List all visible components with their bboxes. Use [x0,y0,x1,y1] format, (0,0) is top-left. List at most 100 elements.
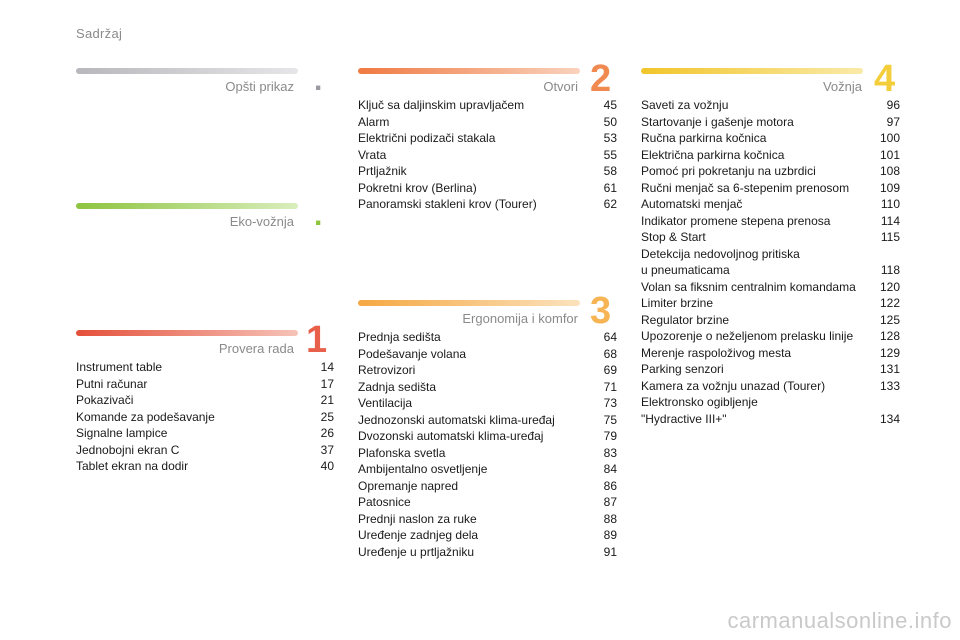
toc-entry[interactable]: Volan sa fiksnim centralnim komandama 120 [641,279,900,296]
otvori-title: Otvori [543,79,578,94]
toc-entry-title: Putni računar [76,376,148,391]
toc-entry-page: 73 [603,396,617,410]
toc-entry-title: Limiter brzine [641,296,714,310]
toc-entry[interactable]: Regulator brzine 125 [641,312,900,329]
toc-entry-title: Ključ sa daljinskim upravljačem [358,98,525,112]
toc-entry-title: Startovanje i gašenje motora [641,114,794,129]
opsti-prikaz-bar [76,68,298,74]
toc-entry[interactable]: Limiter brzine 122 [641,295,900,312]
eko-voznja-title: Eko-vožnja [229,214,294,229]
toc-entry-page: 88 [603,511,617,526]
toc-entry-title: Pomoć pri pokretanju na uzbrdici [641,164,816,178]
toc-entry[interactable]: Vrata 55 [358,147,617,164]
toc-entry[interactable]: Upozorenje o neželjenom prelasku linije 1… [641,328,900,345]
toc-entry-page: 84 [603,462,617,476]
toc-entry-page: 115 [880,230,900,244]
toc-entry[interactable]: Komande za podešavanje 25 [76,409,334,426]
toc-entry-page: 97 [886,114,900,129]
toc-entry[interactable]: Tablet ekran na dodir 40 [76,458,334,475]
toc-entry[interactable]: Kamera za vožnju unazad (Tourer) 133 [641,378,900,395]
toc-entry-title: Opremanje napred [358,478,459,493]
opsti-prikaz-marker: . [314,64,323,97]
toc-entry-page: 91 [603,544,617,559]
toc-entry[interactable]: Električni podizači stakala 53 [358,130,617,147]
provera-rada-list: Instrument table 14 Putni računar 17 Pokaziv… [76,359,334,475]
toc-entry-page: 83 [603,445,617,460]
toc-entry[interactable]: Saveti za vožnju 96 [641,97,900,114]
toc-entry[interactable]: Detekcija nedovoljnog pritiska u pneumat… [641,246,900,279]
toc-entry[interactable]: Putni računar 17 [76,376,334,393]
toc-entry[interactable]: Parking senzori 131 [641,361,900,378]
toc-entry-page: 62 [603,197,617,211]
toc-entry[interactable]: Prtljažnik 58 [358,163,617,180]
toc-entry[interactable]: Opremanje napred 86 [358,478,617,495]
toc-entry[interactable]: Podešavanje volana 68 [358,346,617,363]
toc-entry[interactable]: Uređenje zadnjeg dela 89 [358,527,617,544]
ergonomija-title: Ergonomija i komfor [462,311,578,326]
toc-entry[interactable]: Alarm 50 [358,114,617,131]
toc-entry[interactable]: Startovanje i gašenje motora 97 [641,114,900,131]
toc-entry-title: Komande za podešavanje [76,409,215,424]
toc-entry-page: 69 [603,363,617,377]
toc-entry[interactable]: Prednja sedišta 64 [358,329,617,346]
watermark: carmanualsonline.info [727,608,952,633]
toc-entry-title: Tablet ekran na dodir [76,459,189,473]
toc-entry-title: Upozorenje o neželjenom prelasku linije [641,329,854,343]
toc-entry[interactable]: Ručna parkirna kočnica 100 [641,130,900,147]
toc-entry[interactable]: Električna parkirna kočnica 101 [641,147,900,164]
toc-entry-title: Instrument table [76,360,163,374]
toc-entry-page: 129 [879,345,900,360]
toc-entry[interactable]: Elektronsko ogibljenje "Hydractive III+"… [641,394,900,427]
toc-entry-title: Električna parkirna kočnica [641,147,785,162]
toc-entry[interactable]: Patosnice 87 [358,494,617,511]
toc-entry[interactable]: Panoramski stakleni krov (Tourer) 62 [358,196,617,213]
opsti-prikaz-title: Opšti prikaz [225,79,294,94]
toc-entry[interactable]: Pokretni krov (Berlina) 61 [358,180,617,197]
toc-entry[interactable]: Merenje raspoloživog mesta 129 [641,345,900,362]
toc-entry[interactable]: Retrovizori 69 [358,362,617,379]
toc-entry[interactable]: Pokazivači 21 [76,392,334,409]
ergonomija-number: 3 [590,290,612,332]
toc-entry[interactable]: Jednozonski automatski klima-uređaj 75 [358,412,617,429]
voznja-title: Vožnja [822,79,862,94]
toc-entry[interactable]: Automatski menjač 110 [641,196,900,213]
ergonomija-bar [358,300,580,306]
toc-entry[interactable]: Signalne lampice 26 [76,425,334,442]
toc-entry-title: Ručna parkirna kočnica [641,131,767,145]
toc-entry-page: 108 [879,164,900,178]
toc-entry[interactable]: Ključ sa daljinskim upravljačem 45 [358,97,617,114]
toc-entry-title: Električni podizači stakala [358,131,496,145]
toc-entry[interactable]: Ventilacija 73 [358,395,617,412]
toc-entry-page: 133 [879,378,900,393]
toc-entry-title: Merenje raspoloživog mesta [641,345,792,360]
toc-entry-page: 61 [603,180,617,195]
toc-entry[interactable]: Uređenje u prtljažniku 91 [358,544,617,561]
toc-entry-page: 53 [603,131,617,145]
eko-voznja-bar [76,203,298,209]
toc-entry[interactable]: Indikator promene stepena prenosa 114 [641,213,900,230]
toc-entry-page: 75 [603,412,617,427]
toc-entry[interactable]: Plafonska svetla 83 [358,445,617,462]
provera-rada-bar [76,330,298,336]
toc-entry[interactable]: Ručni menjač sa 6-stepenim prenosom 109 [641,180,900,197]
toc-entry-page: 110 [880,197,900,211]
toc-entry-title: Pokazivači [76,393,134,407]
toc-entry[interactable]: Jednobojni ekran C 37 [76,442,334,459]
toc-entry[interactable]: Prednji naslon za ruke 88 [358,511,617,528]
toc-entry-page: 68 [603,346,617,361]
toc-entry[interactable]: Dvozonski automatski klima-uređaj 79 [358,428,617,445]
otvori-number: 2 [590,58,612,100]
toc-entry[interactable]: Ambijentalno osvetljenje 84 [358,461,617,478]
toc-entry-title: Pokretni krov (Berlina) [358,180,477,195]
toc-entry-title: Kamera za vožnju unazad (Tourer) [641,378,826,393]
toc-entry-page: 122 [879,296,900,310]
toc-entry-title: Vrata [358,147,387,162]
toc-entry[interactable]: Pomoć pri pokretanju na uzbrdici 108 [641,163,900,180]
toc-entry-page: 131 [879,362,900,376]
voznja-bar [641,68,863,74]
toc-entry[interactable]: Instrument table 14 [76,359,334,376]
toc-entry-title: Patosnice [358,495,411,509]
toc-entry[interactable]: Stop & Start 115 [641,229,900,246]
toc-entry[interactable]: Zadnja sedišta 71 [358,379,617,396]
voznja-number: 4 [874,58,896,100]
